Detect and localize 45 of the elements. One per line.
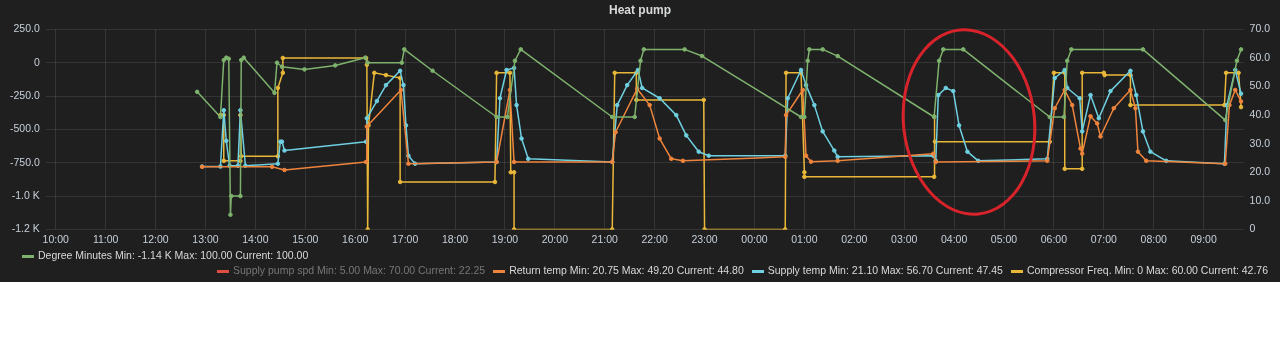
x-tick-label: 01:00 xyxy=(791,232,818,245)
y-tick-label: 0 xyxy=(33,55,40,68)
x-tick-label: 10:00 xyxy=(42,232,70,245)
y-tick-label: -500.0 xyxy=(9,122,40,135)
x-tick-label: 17:00 xyxy=(391,232,419,245)
chart-title: Heat pump xyxy=(608,2,672,17)
y-tick-label: -750.0 xyxy=(9,155,40,168)
y2-tick-label: 70.0 xyxy=(1249,22,1271,35)
y2-tick-label: 50.0 xyxy=(1249,79,1271,92)
x-tick-label: 11:00 xyxy=(92,232,119,245)
x-tick-label: 03:00 xyxy=(891,232,918,245)
y-tick-label: -1.0 K xyxy=(11,188,40,201)
x-tick-label: 12:00 xyxy=(142,232,169,245)
y2-tick-label: 10.0 xyxy=(1249,193,1271,206)
y-tick-label: -1.2 K xyxy=(11,222,40,235)
y2-tick-label: 20.0 xyxy=(1249,165,1271,178)
x-tick-label: 14:00 xyxy=(242,232,269,245)
legend-label: Degree Minutes Min: -1.14 K Max: 100.00 Current: 100.00 xyxy=(37,249,309,261)
y2-tick-label: 40.0 xyxy=(1249,108,1271,120)
x-tick-label: 16:00 xyxy=(342,232,369,245)
x-tick-label: 19:00 xyxy=(491,232,519,245)
y2-tick-label: 30.0 xyxy=(1249,136,1271,149)
x-tick-label: 02:00 xyxy=(841,232,868,245)
x-tick-label: 09:00 xyxy=(1190,232,1217,245)
x-tick-label: 06:00 xyxy=(1040,232,1068,245)
y2-tick-label: 0 xyxy=(1249,222,1256,235)
x-tick-label: 22:00 xyxy=(641,232,668,245)
y2-tick-label: 60.0 xyxy=(1249,50,1271,63)
x-tick-label: 15:00 xyxy=(292,232,319,245)
x-tick-label: 00:00 xyxy=(741,232,768,245)
y-tick-label: -250.0 xyxy=(9,88,40,101)
legend-label: Compressor Freq. Min: 0 Max: 60.00 Current: 42.76 xyxy=(1025,264,1268,276)
x-tick-label: 05:00 xyxy=(990,232,1018,245)
x-tick-label: 07:00 xyxy=(1090,232,1118,245)
x-tick-label: 08:00 xyxy=(1140,232,1168,245)
x-tick-label: 13:00 xyxy=(192,232,219,245)
x-tick-label: 18:00 xyxy=(441,232,469,245)
legend-label: Supply pump spd Min: 5.00 Max: 70.00 Current: 22.25 xyxy=(231,264,486,276)
y-tick-label: 250.0 xyxy=(13,22,40,35)
x-tick-label: 21:00 xyxy=(591,232,619,245)
legend-label: Supply temp Min: 21.10 Max: 56.70 Current: 47.45 xyxy=(766,264,1003,276)
x-tick-label: 04:00 xyxy=(940,232,968,245)
legend-label: Return temp Min: 20.75 Max: 49.20 Current: 44.80 xyxy=(508,264,744,276)
x-tick-label: 23:00 xyxy=(691,232,718,245)
x-tick-label: 20:00 xyxy=(541,232,569,245)
